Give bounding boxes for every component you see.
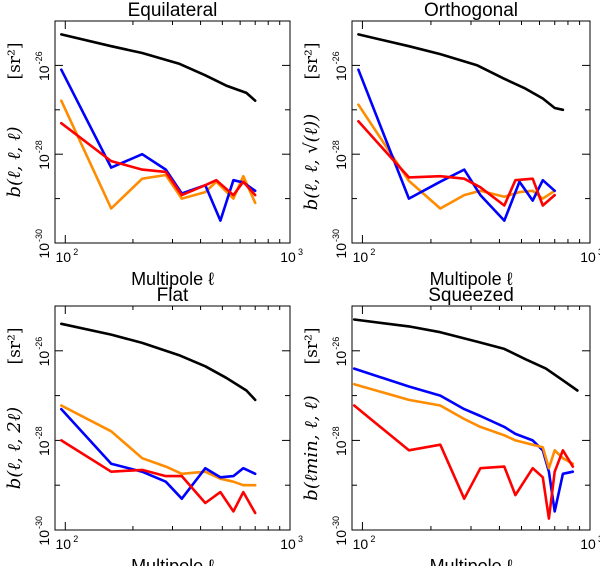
series-line-3 — [357, 120, 557, 207]
y-tick-label-exp: -30 — [331, 516, 341, 529]
x-tick-label-exp: 2 — [370, 247, 375, 257]
plot-frame — [54, 20, 291, 244]
x-tick-label-exp: 2 — [370, 534, 375, 544]
x-tick-label: 10 — [55, 536, 71, 552]
y-tick-label-base: 10 — [36, 351, 52, 367]
series-line-0 — [59, 322, 257, 402]
series-line-1 — [352, 367, 575, 513]
panel-title: Squeezed — [428, 285, 514, 306]
series-line-0 — [357, 33, 565, 112]
panel-title: Equilateral — [128, 0, 218, 21]
x-axis-label: Multipole ℓ — [131, 269, 214, 289]
y-tick-label-exp: -30 — [34, 516, 44, 529]
x-axis-label: Multipole ℓ — [430, 269, 513, 289]
y-tick-label-exp: -28 — [34, 426, 44, 439]
y-unit-label: [sr²] — [302, 328, 322, 365]
y-unit-label: [sr²] — [5, 43, 25, 80]
y-tick-label-base: 10 — [333, 65, 349, 81]
y-tick-label: 10-30 — [331, 516, 349, 546]
y-tick-label-base: 10 — [36, 65, 52, 81]
y-axis-label-group: b(ℓ, ℓ, 2ℓ) — [4, 407, 25, 489]
x-tick-label-exp: 3 — [598, 247, 600, 257]
x-tick-label: 10 — [280, 536, 296, 552]
x-tick-label: 10 — [353, 536, 369, 552]
series-line-0 — [59, 33, 257, 102]
series-line-2 — [352, 382, 575, 470]
series-line-0 — [352, 318, 579, 392]
x-tick-label: 10 — [580, 536, 596, 552]
y-tick-label-exp: -28 — [331, 140, 341, 153]
y-tick-label: 10-28 — [34, 140, 52, 170]
series-line-1 — [59, 404, 257, 487]
y-tick-label-exp: -26 — [331, 51, 341, 64]
y-tick-label: 10-28 — [331, 140, 349, 170]
plot-frame — [54, 305, 291, 531]
y-tick-label-exp: -26 — [34, 337, 44, 350]
y-unit-group: [sr²] — [5, 43, 25, 80]
y-tick-label-base: 10 — [333, 440, 349, 456]
y-tick-label-base: 10 — [36, 154, 52, 170]
x-tick-label: 10 — [580, 249, 596, 265]
x-tick-label-exp: 2 — [73, 247, 78, 257]
y-tick-label: 10-30 — [34, 229, 52, 259]
series-line-2 — [59, 407, 257, 501]
y-tick-label: 10-30 — [34, 516, 52, 546]
y-tick-label-exp: -30 — [34, 229, 44, 242]
series-line-3 — [59, 121, 257, 197]
y-tick-label: 10-26 — [331, 51, 349, 81]
panel-title: Flat — [157, 285, 189, 306]
y-tick-label-exp: -28 — [34, 140, 44, 153]
y-axis-label-group: b(ℓ, ℓ, ℓ) — [4, 127, 25, 198]
y-axis-label: b(ℓmin, ℓ, ℓ) — [301, 395, 322, 500]
plot-frame — [351, 20, 591, 244]
y-tick-label: 10-26 — [34, 337, 52, 367]
panel-title: Orthogonal — [424, 0, 518, 21]
y-axis-label: b(ℓ, ℓ, 2ℓ) — [4, 407, 25, 489]
y-tick-label-exp: -28 — [331, 426, 341, 439]
y-tick-label: 10-28 — [331, 426, 349, 456]
x-tick-label: 10 — [353, 249, 369, 265]
y-tick-label-base: 10 — [333, 351, 349, 367]
x-tick-label: 10 — [55, 249, 71, 265]
y-unit-label: [sr²] — [302, 43, 322, 80]
y-tick-label: 10-28 — [34, 426, 52, 456]
y-unit-label: [sr²] — [5, 328, 25, 365]
x-tick-label-exp: 3 — [298, 247, 303, 257]
y-tick-label-exp: -26 — [331, 337, 341, 350]
y-tick-label-exp: -30 — [331, 229, 341, 242]
series-line-1 — [59, 99, 257, 210]
y-axis-label-group: b(ℓ, ℓ, √(ℓ)) — [301, 114, 322, 210]
y-tick-label-base: 10 — [36, 530, 52, 546]
x-tick-label-exp: 3 — [298, 534, 303, 544]
y-tick-label: 10-26 — [331, 337, 349, 367]
x-tick-label-exp: 3 — [598, 534, 600, 544]
y-tick-label-base: 10 — [36, 440, 52, 456]
chart-panel-orthogonal: Orthogonal10210310-3010-2810-26Multipole… — [301, 0, 600, 289]
y-tick-label-base: 10 — [333, 154, 349, 170]
series-line-3 — [59, 439, 257, 515]
y-tick-label-base: 10 — [333, 530, 349, 546]
y-unit-group: [sr²] — [302, 328, 322, 365]
x-axis-label: Multipole ℓ — [430, 556, 513, 566]
y-unit-group: [sr²] — [302, 43, 322, 80]
y-tick-label-base: 10 — [333, 243, 349, 259]
y-tick-label-base: 10 — [36, 243, 52, 259]
x-axis-label: Multipole ℓ — [131, 556, 214, 566]
y-axis-label: b(ℓ, ℓ, ℓ) — [4, 127, 25, 198]
series-line-1 — [357, 103, 557, 210]
series-line-3 — [352, 404, 575, 520]
x-tick-label-exp: 2 — [73, 534, 78, 544]
y-tick-label: 10-30 — [331, 229, 349, 259]
x-tick-label: 10 — [280, 249, 296, 265]
y-tick-label: 10-26 — [34, 51, 52, 81]
y-axis-label: b(ℓ, ℓ, √(ℓ)) — [301, 114, 322, 210]
y-unit-group: [sr²] — [5, 328, 25, 365]
y-axis-label-group: b(ℓmin, ℓ, ℓ) — [301, 395, 322, 500]
y-tick-label-exp: -26 — [34, 51, 44, 64]
